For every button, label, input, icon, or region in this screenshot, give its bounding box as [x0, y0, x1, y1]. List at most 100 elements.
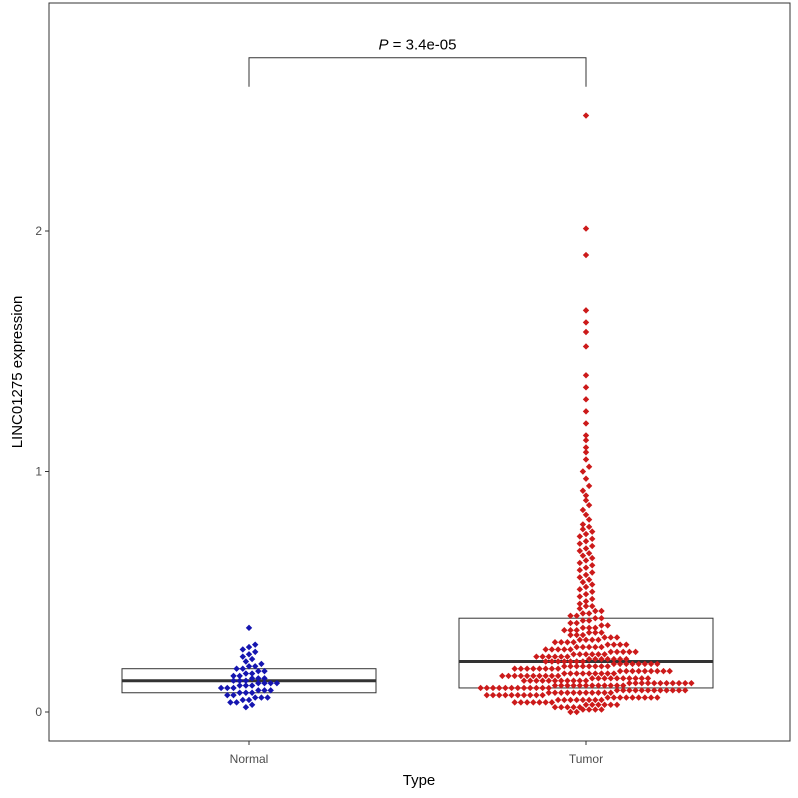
- point-tumor: [582, 492, 590, 499]
- point-tumor: [545, 684, 552, 692]
- point-tumor: [654, 660, 661, 668]
- point-tumor: [598, 643, 605, 651]
- point-tumor: [567, 696, 574, 704]
- point-tumor: [483, 691, 490, 699]
- point-tumor: [576, 636, 583, 644]
- point-normal: [248, 689, 256, 696]
- x-axis: Normal Tumor: [230, 741, 603, 766]
- point-tumor: [539, 677, 546, 684]
- point-tumor: [663, 679, 670, 687]
- point-tumor: [573, 631, 580, 639]
- point-normal: [261, 675, 268, 682]
- point-tumor: [592, 629, 599, 636]
- point-tumor: [607, 689, 614, 696]
- point-tumor: [570, 689, 577, 696]
- point-tumor: [675, 679, 683, 687]
- point-tumor: [570, 703, 577, 711]
- plot-panel: [48, 2, 791, 742]
- point-tumor: [576, 593, 583, 600]
- point-normal: [242, 689, 250, 696]
- point-tumor: [620, 687, 627, 694]
- point-tumor: [663, 687, 670, 694]
- point-tumor: [536, 699, 543, 706]
- point-tumor: [570, 639, 577, 646]
- point-tumor: [626, 675, 633, 682]
- point-tumor: [582, 112, 590, 119]
- point-tumor: [623, 641, 630, 648]
- point-tumor: [592, 615, 599, 622]
- point-normal: [261, 667, 268, 675]
- point-tumor: [585, 550, 593, 557]
- point-normal: [242, 682, 250, 689]
- point-tumor: [589, 535, 596, 543]
- point-normal: [248, 655, 256, 663]
- point-tumor: [579, 468, 587, 475]
- point-tumor: [601, 675, 608, 682]
- point-tumor: [589, 588, 596, 595]
- point-tumor: [576, 689, 583, 696]
- x-tick-label-1: Tumor: [569, 752, 603, 766]
- point-tumor: [582, 432, 590, 439]
- point-tumor: [604, 655, 611, 663]
- point-tumor: [554, 665, 562, 672]
- point-tumor: [545, 677, 552, 684]
- point-normal: [248, 670, 256, 677]
- point-tumor: [610, 670, 618, 677]
- point-tumor: [582, 372, 590, 379]
- point-tumor: [595, 651, 602, 658]
- point-tumor: [576, 586, 583, 593]
- point-tumor: [570, 651, 577, 658]
- point-tumor: [579, 643, 587, 651]
- point-tumor: [582, 545, 590, 552]
- point-tumor: [626, 648, 633, 656]
- point-tumor: [576, 566, 583, 574]
- point-tumor: [620, 675, 627, 682]
- point-tumor: [595, 675, 602, 682]
- point-tumor: [651, 679, 658, 687]
- point-tumor: [582, 701, 590, 708]
- point-tumor: [564, 639, 571, 646]
- point-tumor: [579, 706, 587, 713]
- point-tumor: [647, 667, 655, 675]
- point-tumor: [582, 319, 590, 326]
- point-tumor: [582, 251, 590, 259]
- point-tumor: [589, 675, 596, 682]
- point-tumor: [589, 651, 596, 658]
- point-tumor: [561, 696, 568, 704]
- point-normal: [230, 677, 237, 684]
- point-normal: [245, 624, 253, 632]
- point-tumor: [598, 696, 605, 704]
- point-normal: [267, 687, 274, 694]
- point-tumor: [539, 691, 546, 699]
- point-tumor: [582, 530, 590, 538]
- point-normal: [248, 682, 256, 689]
- point-tumor: [542, 646, 549, 653]
- point-tumor: [502, 691, 509, 699]
- point-tumor: [647, 694, 655, 701]
- point-tumor: [573, 708, 580, 716]
- point-tumor: [508, 691, 515, 699]
- point-tumor: [675, 687, 683, 694]
- point-tumor: [585, 516, 593, 523]
- point-tumor: [629, 660, 636, 668]
- point-tumor: [576, 682, 583, 689]
- point-tumor: [561, 670, 568, 677]
- point-tumor: [632, 679, 639, 687]
- point-tumor: [573, 643, 580, 651]
- point-tumor: [539, 653, 546, 660]
- point-tumor: [573, 619, 580, 627]
- point-tumor: [564, 703, 571, 711]
- point-tumor: [669, 687, 676, 694]
- point-tumor: [520, 691, 528, 699]
- point-tumor: [610, 694, 618, 701]
- point-tumor: [626, 679, 633, 687]
- point-tumor: [595, 689, 602, 696]
- point-tumor: [576, 574, 583, 581]
- point-tumor: [499, 672, 506, 680]
- point-tumor: [582, 651, 590, 658]
- point-tumor: [682, 679, 689, 687]
- point-tumor: [517, 665, 525, 672]
- point-tumor: [576, 605, 583, 612]
- point-tumor: [477, 684, 484, 692]
